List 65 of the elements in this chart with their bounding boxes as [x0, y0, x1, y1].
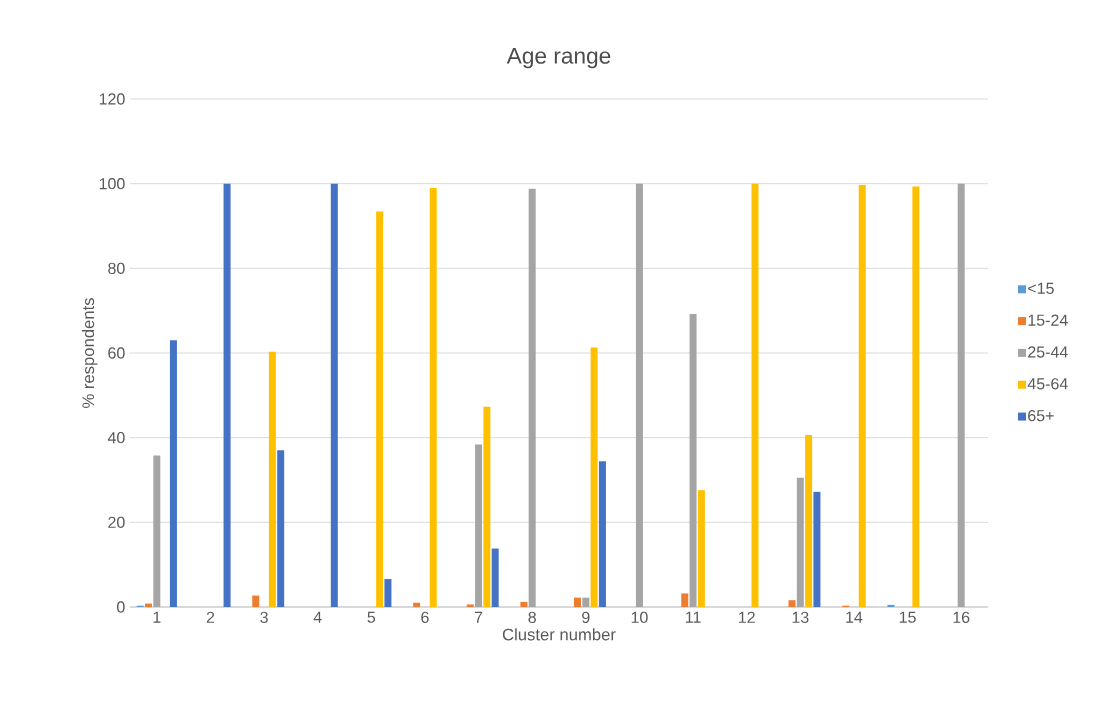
bar: [813, 491, 821, 607]
x-tick-label: 9: [582, 611, 590, 624]
bar: [751, 183, 759, 607]
x-tick-label: 10: [631, 611, 648, 624]
chart-title: Age range: [506, 47, 611, 69]
bar: [957, 183, 965, 607]
y-tick-label: 100: [99, 178, 125, 190]
x-tick-label: 12: [739, 611, 755, 623]
bar: [169, 340, 177, 607]
bar: [590, 347, 598, 607]
bar: [697, 490, 705, 607]
y-axis-title: % respondents: [81, 298, 98, 408]
bar: [483, 406, 491, 607]
x-axis-title: Cluster number: [502, 628, 616, 641]
bar: [153, 455, 161, 607]
x-tick-label: 5: [367, 611, 376, 623]
y-tick-label: 20: [108, 516, 125, 528]
bar: [598, 461, 606, 607]
y-tick-label: 0: [117, 601, 125, 613]
bar: [413, 602, 421, 607]
x-tick-label: 2: [206, 611, 215, 623]
bar: [277, 450, 285, 607]
x-tick-label: 11: [685, 611, 701, 623]
bar: [330, 183, 338, 607]
x-tick-label: 14: [846, 611, 863, 623]
bar: [376, 211, 384, 607]
bar: [805, 435, 813, 607]
bar: [223, 183, 231, 607]
y-tick-label: 40: [107, 431, 125, 444]
bar: [491, 548, 499, 607]
bar: [466, 604, 474, 607]
bar: [796, 477, 804, 607]
bar: [268, 351, 276, 607]
legend-label: <15: [1028, 282, 1054, 294]
bar: [887, 604, 895, 607]
bar: [384, 579, 392, 607]
bar: [635, 183, 643, 607]
x-tick-label: 6: [421, 611, 429, 624]
legend-label: 45-64: [1027, 378, 1068, 390]
legend-label: 15-24: [1028, 314, 1068, 326]
bar: [475, 444, 483, 607]
bar: [681, 593, 689, 607]
bar: [252, 595, 260, 607]
bar: [520, 601, 528, 607]
x-tick-label: 3: [260, 611, 268, 624]
legend-label: 65+: [1028, 410, 1054, 422]
bar: [912, 186, 920, 607]
y-tick-label: 80: [108, 262, 125, 274]
x-tick-label: 13: [792, 611, 809, 624]
bar: [528, 188, 536, 607]
bar: [689, 314, 697, 607]
y-tick-label: 60: [108, 347, 125, 359]
bar: [858, 184, 866, 607]
bar: [574, 597, 582, 607]
bar: [429, 187, 437, 607]
x-tick-label: 16: [953, 611, 970, 624]
x-tick-label: 7: [474, 611, 483, 623]
bar: [788, 600, 796, 607]
bar: [582, 597, 590, 607]
x-tick-label: 1: [153, 611, 161, 623]
legend-label: 25-44: [1028, 346, 1068, 358]
x-tick-label: 8: [528, 611, 536, 624]
x-tick-label: 15: [899, 611, 916, 623]
x-tick-label: 4: [313, 611, 322, 623]
y-tick-label: 120: [99, 93, 125, 105]
